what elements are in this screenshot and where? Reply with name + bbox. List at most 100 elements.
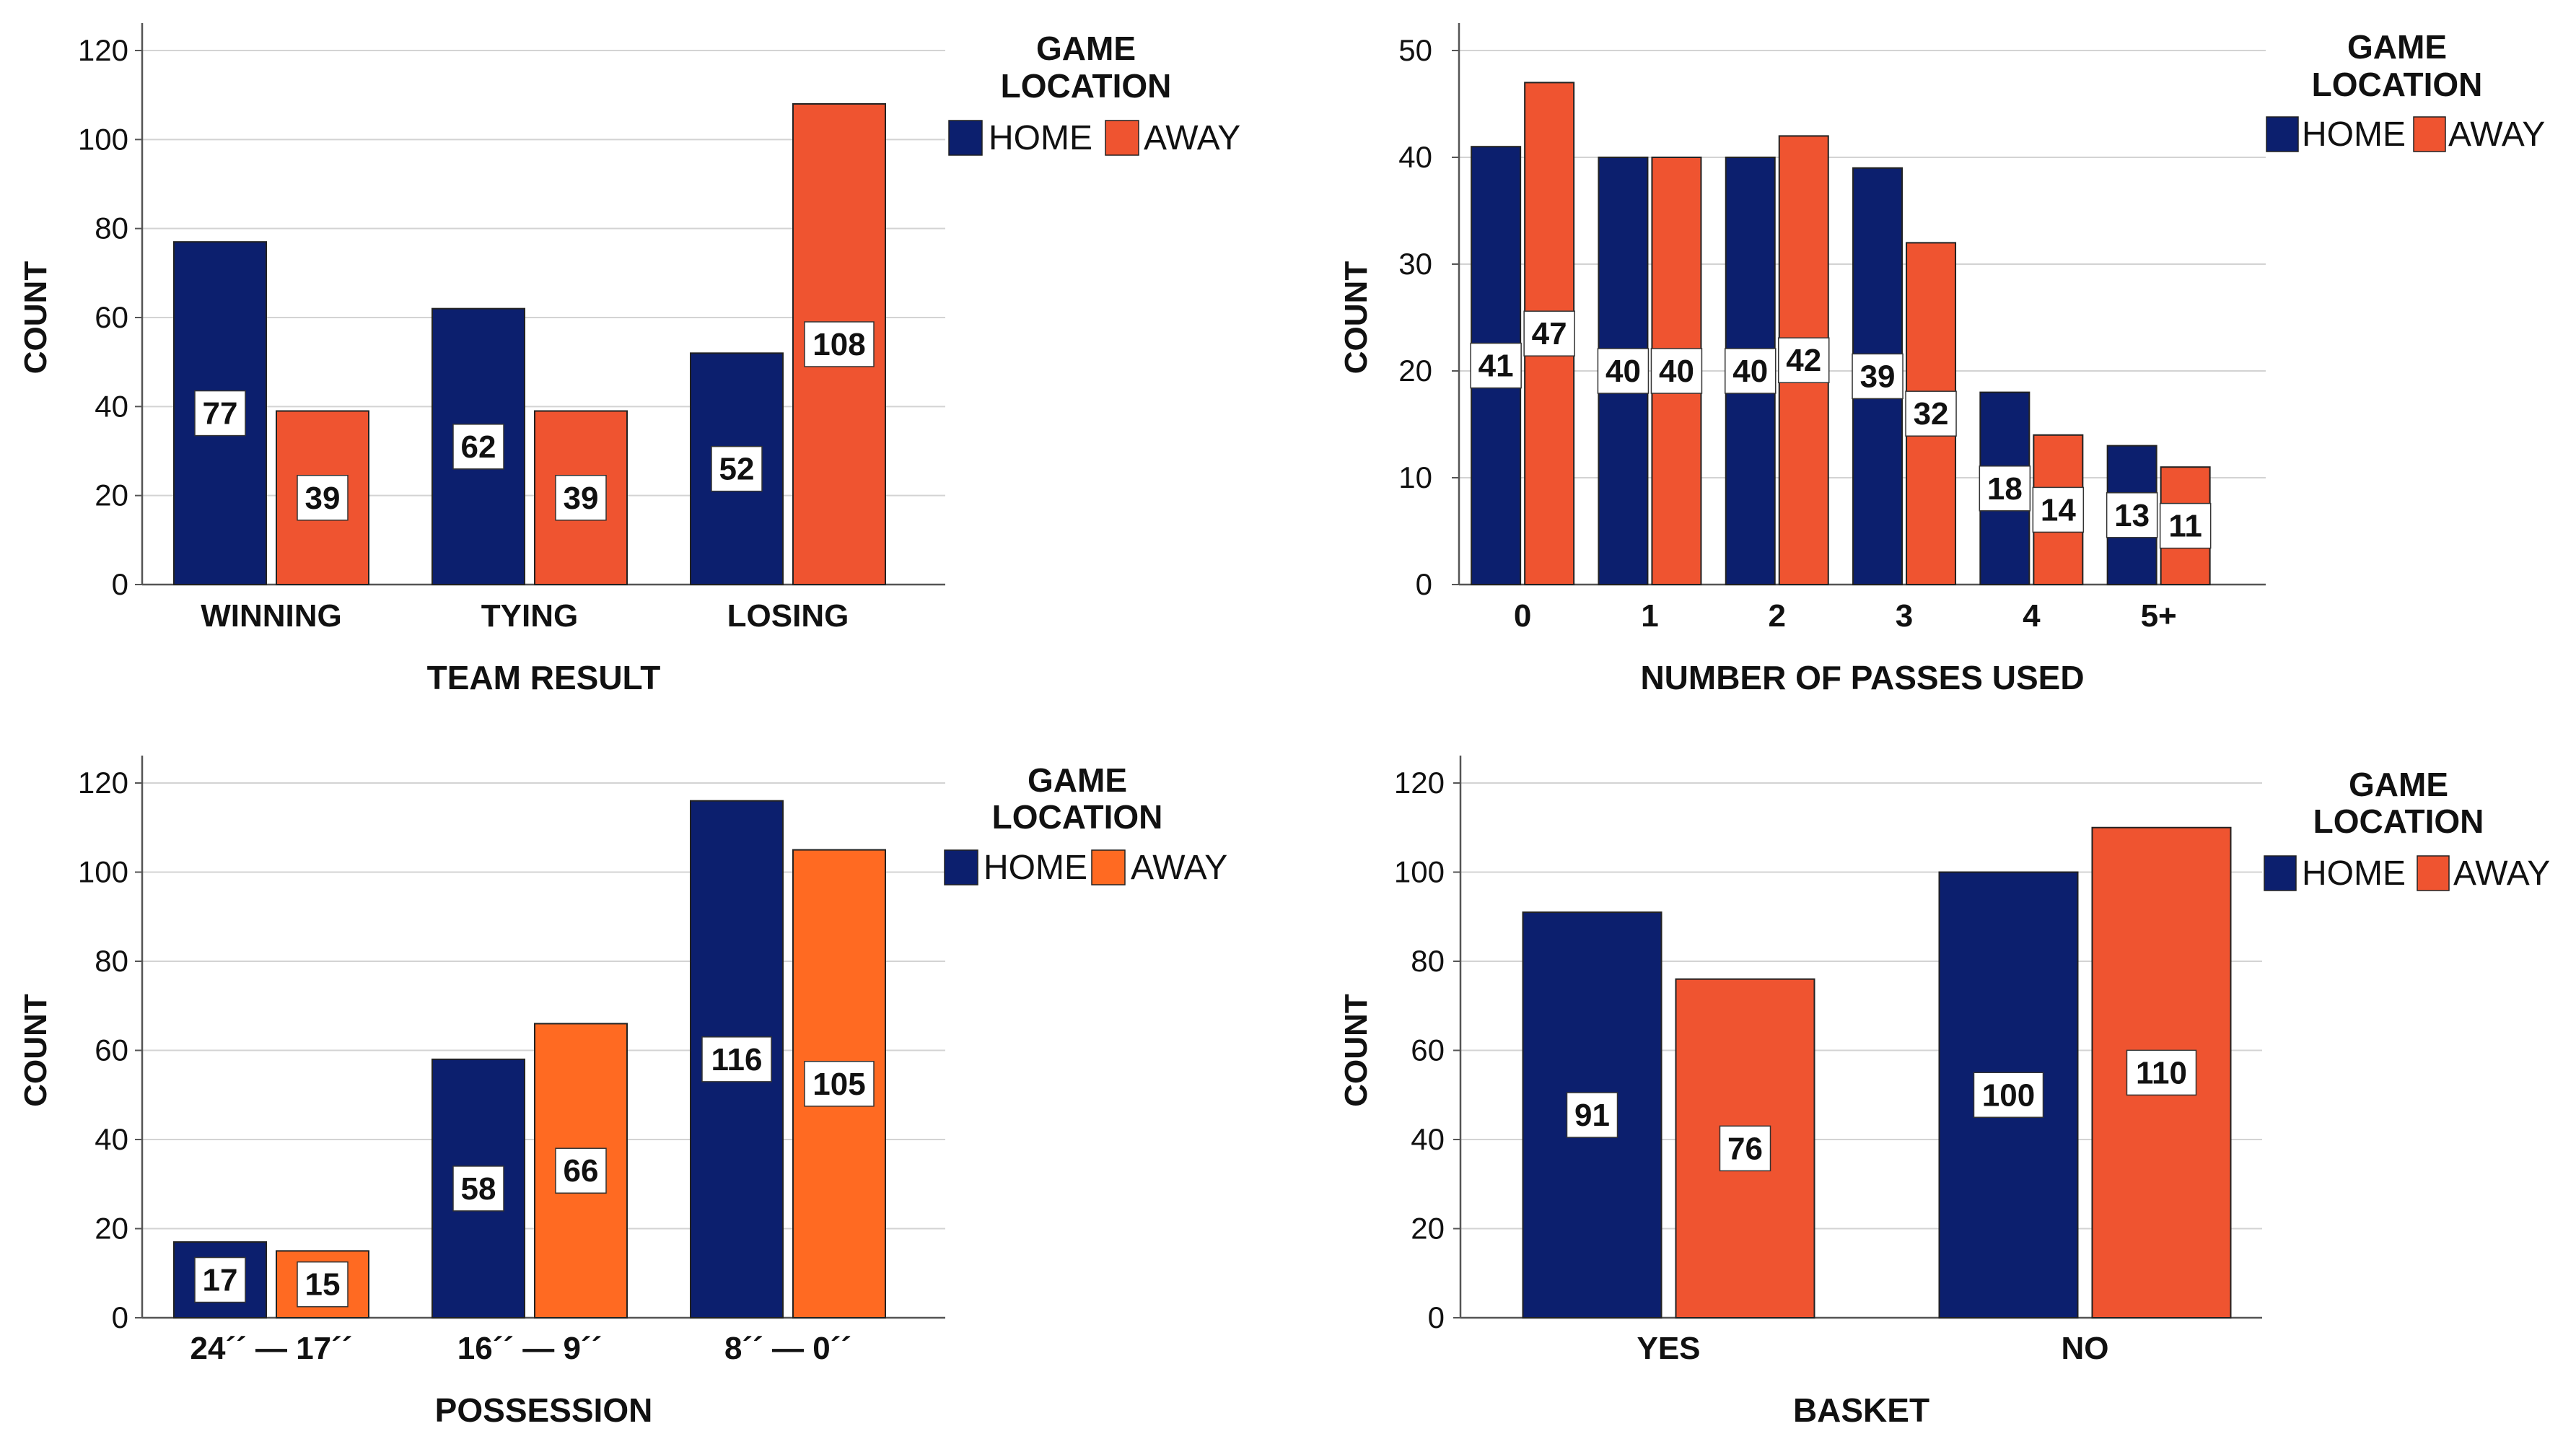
legend-title: GAME [1028, 761, 1127, 799]
y-tick-label: 120 [78, 33, 128, 67]
data-label: 39 [305, 481, 341, 516]
y-tick-label: 50 [1398, 33, 1432, 67]
y-tick-label: 40 [1398, 140, 1432, 174]
y-tick-label: 80 [1411, 944, 1445, 978]
data-label: 76 [1727, 1131, 1763, 1166]
x-tick-label: 24´´ — 17´´ [190, 1331, 353, 1366]
data-label: 42 [1786, 343, 1821, 378]
data-label-box [1566, 1092, 1618, 1138]
data-label: 105 [812, 1067, 865, 1102]
legend-label-away: AWAY [2448, 115, 2545, 154]
data-label-box [194, 390, 246, 437]
legend-label-home: HOME [2302, 854, 2406, 893]
legend-label-away: AWAY [2453, 854, 2550, 893]
data-label: 91 [1574, 1098, 1610, 1133]
x-axis-title: TEAM RESULT [427, 659, 661, 696]
legend-title: LOCATION [2312, 66, 2483, 103]
data-label-box [2159, 502, 2212, 549]
panel-team-result: 0 20 40 60 80 100 120 COUNT 77 39 WINNING 62 39 TYING… [18, 23, 1240, 696]
legend-label-away: AWAY [1131, 849, 1227, 887]
x-axis-title: POSSESSION [435, 1391, 653, 1429]
data-label-box [1650, 348, 1703, 394]
y-tick-label: 100 [1394, 855, 1445, 889]
x-tick-label: TYING [481, 598, 578, 634]
y-tick-label: 120 [1394, 766, 1445, 800]
legend-swatch-home [2266, 116, 2299, 152]
legend-swatch-home [944, 849, 978, 885]
panel-possession: 0 20 40 60 80 100 120 COUNT 17 15 24´´ — 17´´ 58 66 1… [18, 756, 1227, 1429]
data-label-box [2126, 1049, 2197, 1096]
legend-swatch-away [1105, 120, 1139, 156]
x-tick-label: 2 [1769, 598, 1786, 634]
data-label-box [2032, 486, 2085, 533]
y-tick-label: 120 [78, 766, 128, 800]
data-label-box [701, 1036, 772, 1082]
data-label: 40 [1605, 354, 1641, 389]
y-tick-label: 0 [112, 1300, 128, 1334]
data-label: 40 [1732, 354, 1768, 389]
y-tick-label: 0 [1428, 1300, 1445, 1334]
y-tick-label: 80 [95, 211, 128, 245]
x-tick-label: NO [2062, 1331, 2109, 1366]
data-label-box [2106, 492, 2158, 538]
data-label-box [711, 445, 763, 492]
x-tick-label: 4 [2023, 598, 2041, 634]
legend-swatch-home [2264, 855, 2297, 891]
data-label: 18 [1987, 471, 2023, 507]
legend-swatch-away [1091, 849, 1126, 885]
data-label: 100 [1982, 1077, 2035, 1113]
data-label-box [555, 475, 607, 521]
y-tick-label: 100 [78, 122, 128, 156]
data-label: 58 [461, 1171, 496, 1207]
legend-title: LOCATION [992, 798, 1163, 836]
y-tick-label: 20 [1398, 354, 1432, 388]
legend-title: GAME [2349, 766, 2448, 803]
y-tick-label: 0 [1416, 567, 1432, 601]
y-tick-label: 10 [1398, 460, 1432, 494]
x-tick-label: 8´´ — 0´´ [724, 1331, 851, 1366]
x-tick-label: 5+ [2141, 598, 2177, 634]
data-label: 11 [2168, 509, 2202, 544]
data-label: 39 [1860, 359, 1896, 394]
legend-swatch-away [2413, 116, 2446, 152]
data-label-box [452, 1165, 504, 1212]
data-label: 17 [203, 1263, 238, 1298]
y-tick-label: 20 [1411, 1212, 1445, 1246]
y-axis-title: COUNT [18, 994, 53, 1107]
legend-label-home: HOME [989, 119, 1092, 157]
panel-basket: 0 20 40 60 80 100 120 COUNT 91 76 YES 100 110 NO BASKE… [1339, 756, 2550, 1429]
legend-title: LOCATION [1001, 67, 1172, 105]
legend-title: LOCATION [2313, 802, 2484, 840]
legend-label-away: AWAY [1144, 119, 1240, 157]
y-tick-label: 40 [95, 389, 128, 423]
y-tick-label: 60 [95, 1033, 128, 1067]
y-axis-title: COUNT [18, 261, 53, 375]
data-label: 14 [2041, 492, 2076, 528]
data-label: 39 [564, 481, 599, 516]
data-label: 77 [203, 396, 238, 432]
data-label: 116 [711, 1042, 763, 1077]
y-tick-label: 80 [95, 944, 128, 978]
y-axis-title: COUNT [1339, 994, 1374, 1107]
data-label-box [194, 1256, 246, 1303]
data-label-box [804, 1061, 875, 1107]
legend-title: GAME [2347, 28, 2447, 66]
data-label-box [1973, 1072, 2044, 1118]
y-tick-label: 40 [95, 1122, 128, 1156]
data-label-box [297, 475, 349, 521]
x-tick-label: 1 [1641, 598, 1658, 634]
data-label-box [1905, 390, 1957, 437]
legend-title: GAME [1036, 30, 1136, 67]
y-tick-label: 20 [95, 1212, 128, 1246]
y-tick-label: 60 [95, 300, 128, 334]
x-tick-label: 3 [1896, 598, 1913, 634]
x-axis-title: BASKET [1793, 1391, 1929, 1429]
data-label-box [804, 321, 875, 367]
data-label: 110 [2136, 1055, 2187, 1090]
legend-label-home: HOME [983, 849, 1087, 887]
data-label: 40 [1659, 354, 1694, 389]
y-tick-label: 0 [112, 567, 128, 601]
